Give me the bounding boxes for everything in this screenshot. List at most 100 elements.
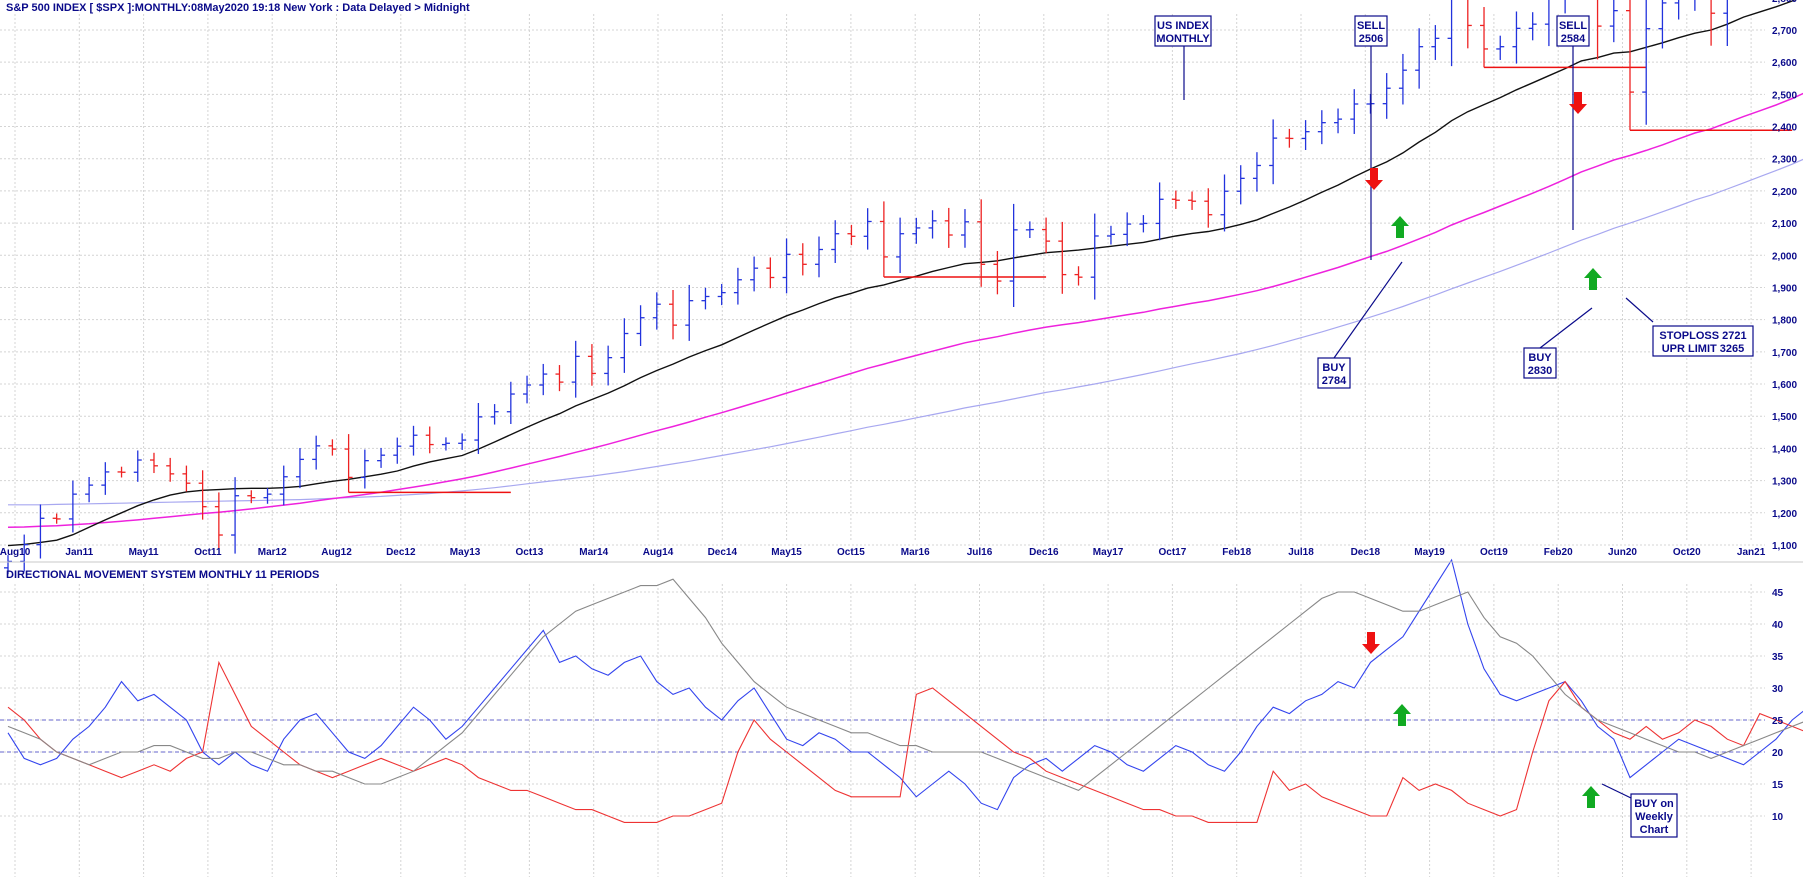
y-tick-label: 1,800 bbox=[1772, 316, 1797, 327]
y-tick-label: 1,700 bbox=[1772, 348, 1797, 359]
x-tick-label: Aug10 bbox=[0, 547, 31, 558]
y-tick-label: 2,400 bbox=[1772, 123, 1797, 134]
y-tick-label: 1,100 bbox=[1772, 541, 1797, 552]
y-tick-label: 1,200 bbox=[1772, 509, 1797, 520]
us-index-label-text: MONTHLY bbox=[1156, 33, 1210, 45]
buy-2784-pointer bbox=[1333, 261, 1403, 359]
us-index-label-text: US INDEX bbox=[1157, 20, 1210, 32]
sell-2584-label-text: 2584 bbox=[1561, 33, 1586, 45]
y-tick-label: 2,600 bbox=[1772, 58, 1797, 69]
dmi-lines bbox=[7, 558, 1803, 823]
x-tick-label: Feb20 bbox=[1544, 547, 1573, 558]
y-tick-label: 2,300 bbox=[1772, 155, 1797, 166]
sell-2506-label-text: SELL bbox=[1357, 20, 1385, 32]
x-tick-label: Jun20 bbox=[1608, 547, 1637, 558]
buy-2830-label-text: BUY bbox=[1528, 352, 1552, 364]
buy-weekly-label-text: BUY on bbox=[1634, 798, 1674, 810]
y-tick-label: 1,600 bbox=[1772, 380, 1797, 391]
buy-weekly-pointer bbox=[1601, 783, 1632, 799]
buy-2784-label-text: 2784 bbox=[1322, 375, 1347, 387]
annotations: US INDEXMONTHLYSELL2506SELL2584BUY2784BU… bbox=[1154, 15, 1754, 838]
dmi-panel-title: DIRECTIONAL MOVEMENT SYSTEM MONTHLY 11 P… bbox=[6, 569, 319, 581]
sell-2584-label-text: SELL bbox=[1559, 20, 1587, 32]
x-tick-label: Dec18 bbox=[1351, 547, 1381, 558]
buy-weekly-label-box bbox=[1630, 793, 1678, 838]
dmi-y-tick-label: 35 bbox=[1772, 652, 1784, 663]
buy-2784-label-box bbox=[1317, 357, 1351, 389]
x-tick-label: May19 bbox=[1414, 547, 1445, 558]
buy-arrow-icon bbox=[1393, 704, 1411, 726]
ma-short-line bbox=[7, 0, 1796, 547]
y-tick-label: 2,100 bbox=[1772, 219, 1797, 230]
y-tick-label: 1,400 bbox=[1772, 444, 1797, 455]
sell-arrow-icon bbox=[1365, 168, 1383, 190]
buy-2784-label-text: BUY bbox=[1322, 362, 1346, 374]
x-tick-label: May11 bbox=[129, 547, 159, 558]
stoploss-pointer bbox=[1625, 297, 1654, 323]
dmi-adx-line bbox=[7, 578, 1803, 792]
x-tick-label: Dec12 bbox=[386, 547, 416, 558]
x-tick-label: Mar12 bbox=[258, 547, 287, 558]
x-tick-label: Oct11 bbox=[194, 547, 222, 558]
x-tick-label: Jan21 bbox=[1737, 547, 1766, 558]
x-tick-label: Oct19 bbox=[1480, 547, 1508, 558]
x-tick-label: Jul18 bbox=[1288, 547, 1314, 558]
x-tick-label: May17 bbox=[1093, 547, 1124, 558]
dmi-y-tick-label: 40 bbox=[1772, 620, 1784, 631]
sell-2506-label-box bbox=[1354, 15, 1388, 47]
dmi-y-tick-label: 25 bbox=[1772, 716, 1784, 727]
sell-arrow-icon bbox=[1362, 632, 1380, 654]
buy-weekly-label-text: Chart bbox=[1640, 824, 1669, 836]
x-tick-label: Mar14 bbox=[579, 547, 608, 558]
moving-averages bbox=[7, 0, 1803, 547]
dmi-y-tick-label: 20 bbox=[1772, 748, 1784, 759]
x-tick-label: Dec14 bbox=[708, 547, 738, 558]
y-tick-label: 1,900 bbox=[1772, 283, 1797, 294]
y-tick-label: 1,300 bbox=[1772, 477, 1797, 488]
y-tick-label: 2,000 bbox=[1772, 251, 1797, 262]
ma-mid-line bbox=[7, 92, 1803, 529]
ma-long-line bbox=[8, 158, 1803, 506]
buy-2830-label-text: 2830 bbox=[1528, 365, 1552, 377]
buy-arrow-icon bbox=[1584, 268, 1602, 290]
chart-title: S&P 500 INDEX [ $SPX ]:MONTHLY:08May2020… bbox=[6, 2, 470, 14]
x-tick-label: Jan11 bbox=[65, 547, 93, 558]
us-index-label-box bbox=[1154, 15, 1212, 47]
x-tick-label: Oct15 bbox=[837, 547, 865, 558]
x-tick-label: Mar16 bbox=[901, 547, 930, 558]
x-tick-label: Dec16 bbox=[1029, 547, 1059, 558]
tick-labels: Aug10 Jan11 May11 Oct11 Mar12 Aug12 Dec12 May13… bbox=[0, 0, 1797, 823]
stoploss-label-text: STOPLOSS 2721 bbox=[1659, 330, 1746, 342]
x-tick-label: May13 bbox=[450, 547, 481, 558]
sell-2584-label-box bbox=[1556, 15, 1590, 47]
support-lines bbox=[348, 66, 1793, 494]
grid bbox=[0, 14, 1765, 877]
x-tick-label: May15 bbox=[771, 547, 802, 558]
x-tick-label: Oct13 bbox=[516, 547, 544, 558]
y-tick-label: 2,700 bbox=[1772, 26, 1797, 37]
sell-arrow-icon bbox=[1569, 92, 1587, 114]
buy-arrow-icon bbox=[1391, 216, 1409, 238]
stoploss-label-text: UPR LIMIT 3265 bbox=[1662, 343, 1745, 355]
y-tick-label: 2,800 bbox=[1772, 0, 1797, 5]
buy-2830-pointer bbox=[1539, 307, 1593, 349]
x-tick-label: Aug14 bbox=[643, 547, 674, 558]
ohlc-bars bbox=[4, 0, 1728, 575]
sell-2506-label-text: 2506 bbox=[1359, 33, 1383, 45]
x-tick-label: Oct17 bbox=[1159, 547, 1187, 558]
x-tick-label: Oct20 bbox=[1673, 547, 1701, 558]
x-tick-label: Aug12 bbox=[321, 547, 352, 558]
dmi-y-tick-label: 15 bbox=[1772, 780, 1784, 791]
y-tick-label: 2,200 bbox=[1772, 187, 1797, 198]
x-tick-label: Feb18 bbox=[1222, 547, 1251, 558]
y-tick-label: 1,500 bbox=[1772, 412, 1797, 423]
x-tick-label: Jul16 bbox=[967, 547, 993, 558]
dmi-y-tick-label: 30 bbox=[1772, 684, 1784, 695]
stoploss-label-box bbox=[1652, 325, 1754, 357]
buy-weekly-label-text: Weekly bbox=[1635, 811, 1674, 823]
dmi-y-tick-label: 10 bbox=[1772, 812, 1784, 823]
buy-arrow-icon bbox=[1582, 786, 1600, 808]
dmi-y-tick-label: 45 bbox=[1772, 588, 1784, 599]
